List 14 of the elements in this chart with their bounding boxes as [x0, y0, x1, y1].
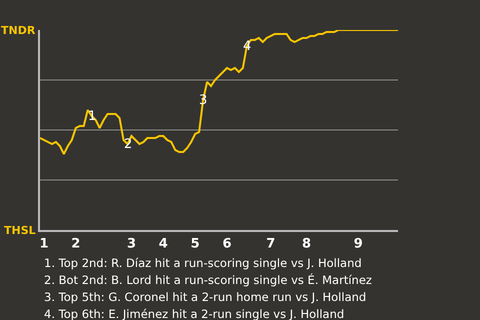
x-tick-label: 1: [39, 236, 49, 252]
x-tick-label: 4: [158, 236, 168, 252]
text: 3. Top 5th: G. Coronel hit a 2-run home run vs J. Holland: [44, 290, 366, 304]
text: TNDR: [1, 24, 36, 37]
x-tick-label: 8: [302, 236, 312, 252]
text: THSL: [4, 224, 36, 237]
text: 1. Top 2nd: R. Díaz hit a run-scoring single vs J. Holland: [44, 256, 362, 270]
text: 2. Bot 2nd: B. Lord hit a run-scoring single vs É. Martínez: [44, 273, 372, 287]
x-tick-label: 9: [354, 236, 363, 252]
x-tick-label: 3: [126, 236, 136, 252]
x-tick-label: 2: [71, 236, 80, 252]
x-tick-label: 6: [222, 236, 232, 252]
x-tick-label: 7: [266, 236, 276, 252]
x-tick-label: 5: [190, 236, 200, 252]
